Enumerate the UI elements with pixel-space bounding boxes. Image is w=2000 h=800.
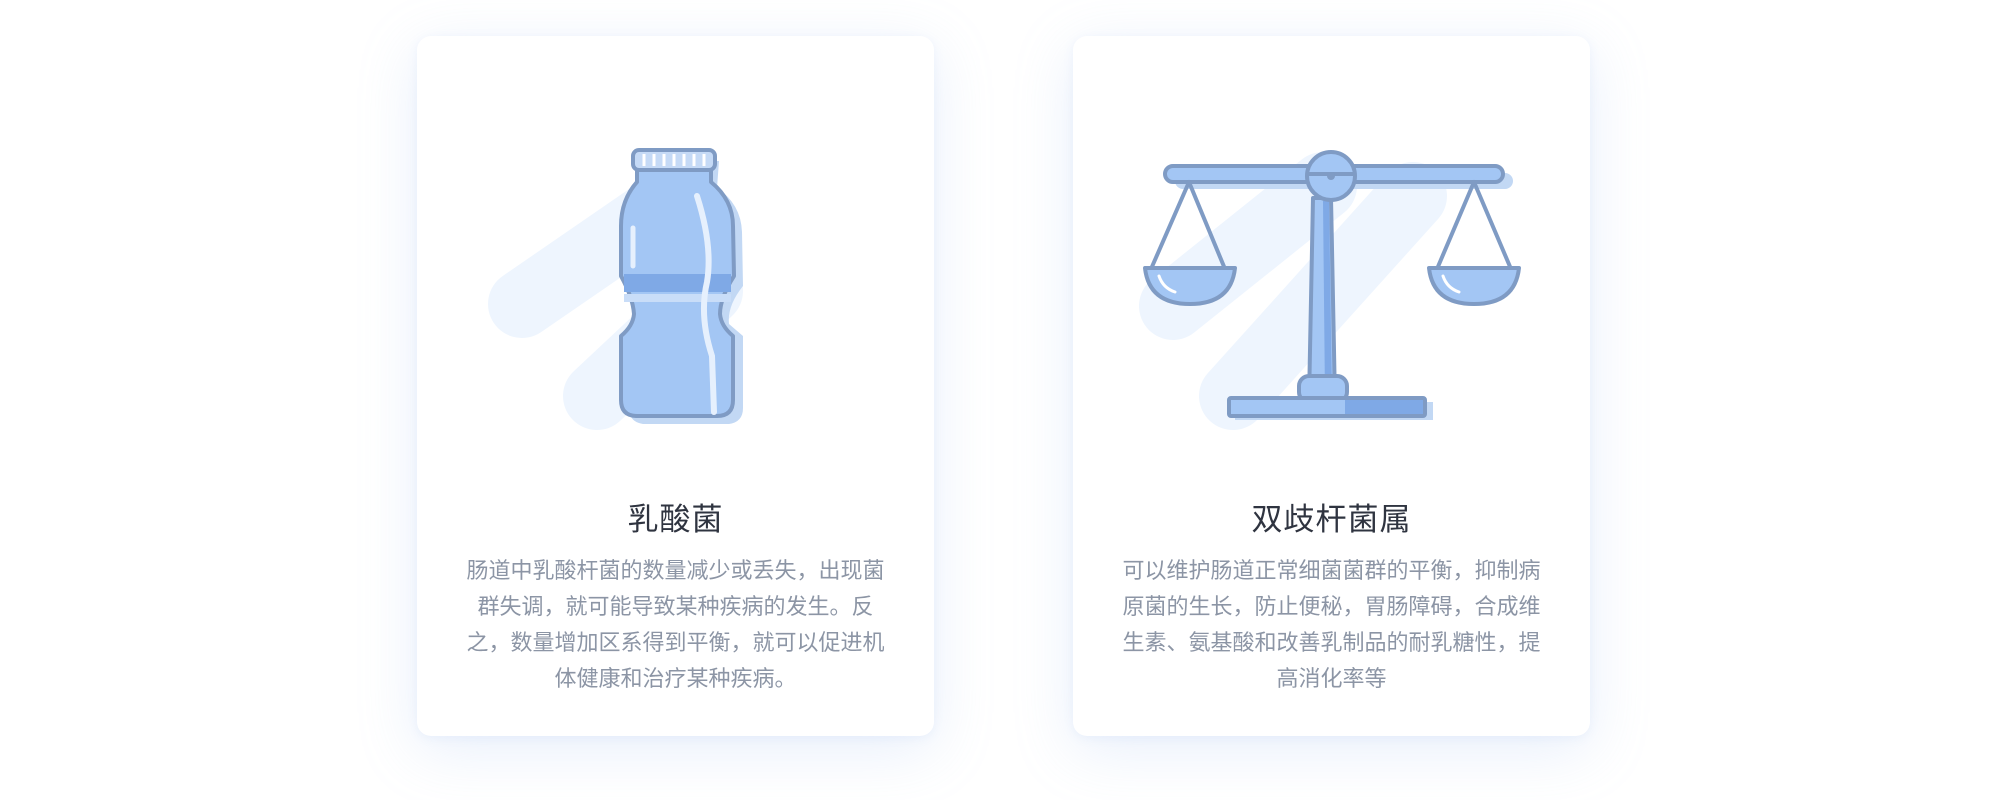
card-description: 肠道中乳酸杆菌的数量减少或丢失，出现菌群失调，就可能导致某种疾病的发生。反之，数… — [466, 559, 885, 692]
card-title: 乳酸菌 — [627, 502, 724, 538]
card-title: 双歧杆菌属 — [1251, 502, 1412, 538]
bifidobacterium-card: 双歧杆菌属 可以维护肠道正常细菌菌群的平衡，抑制病原菌的生长，防止便秘，胃肠障碍… — [1073, 36, 1590, 736]
lactobacillus-card: 乳酸菌 肠道中乳酸杆菌的数量减少或丢失，出现菌群失调，就可能导致某种疾病的发生。… — [417, 36, 934, 736]
card-description: 可以维护肠道正常细菌菌群的平衡，抑制病原菌的生长，防止便秘，胃肠障碍，合成维生素… — [1122, 559, 1541, 692]
bottle-illustration — [488, 148, 743, 430]
bottle-icon — [619, 148, 743, 424]
scale-icon — [1143, 150, 1521, 420]
scale-illustration — [1139, 150, 1521, 430]
